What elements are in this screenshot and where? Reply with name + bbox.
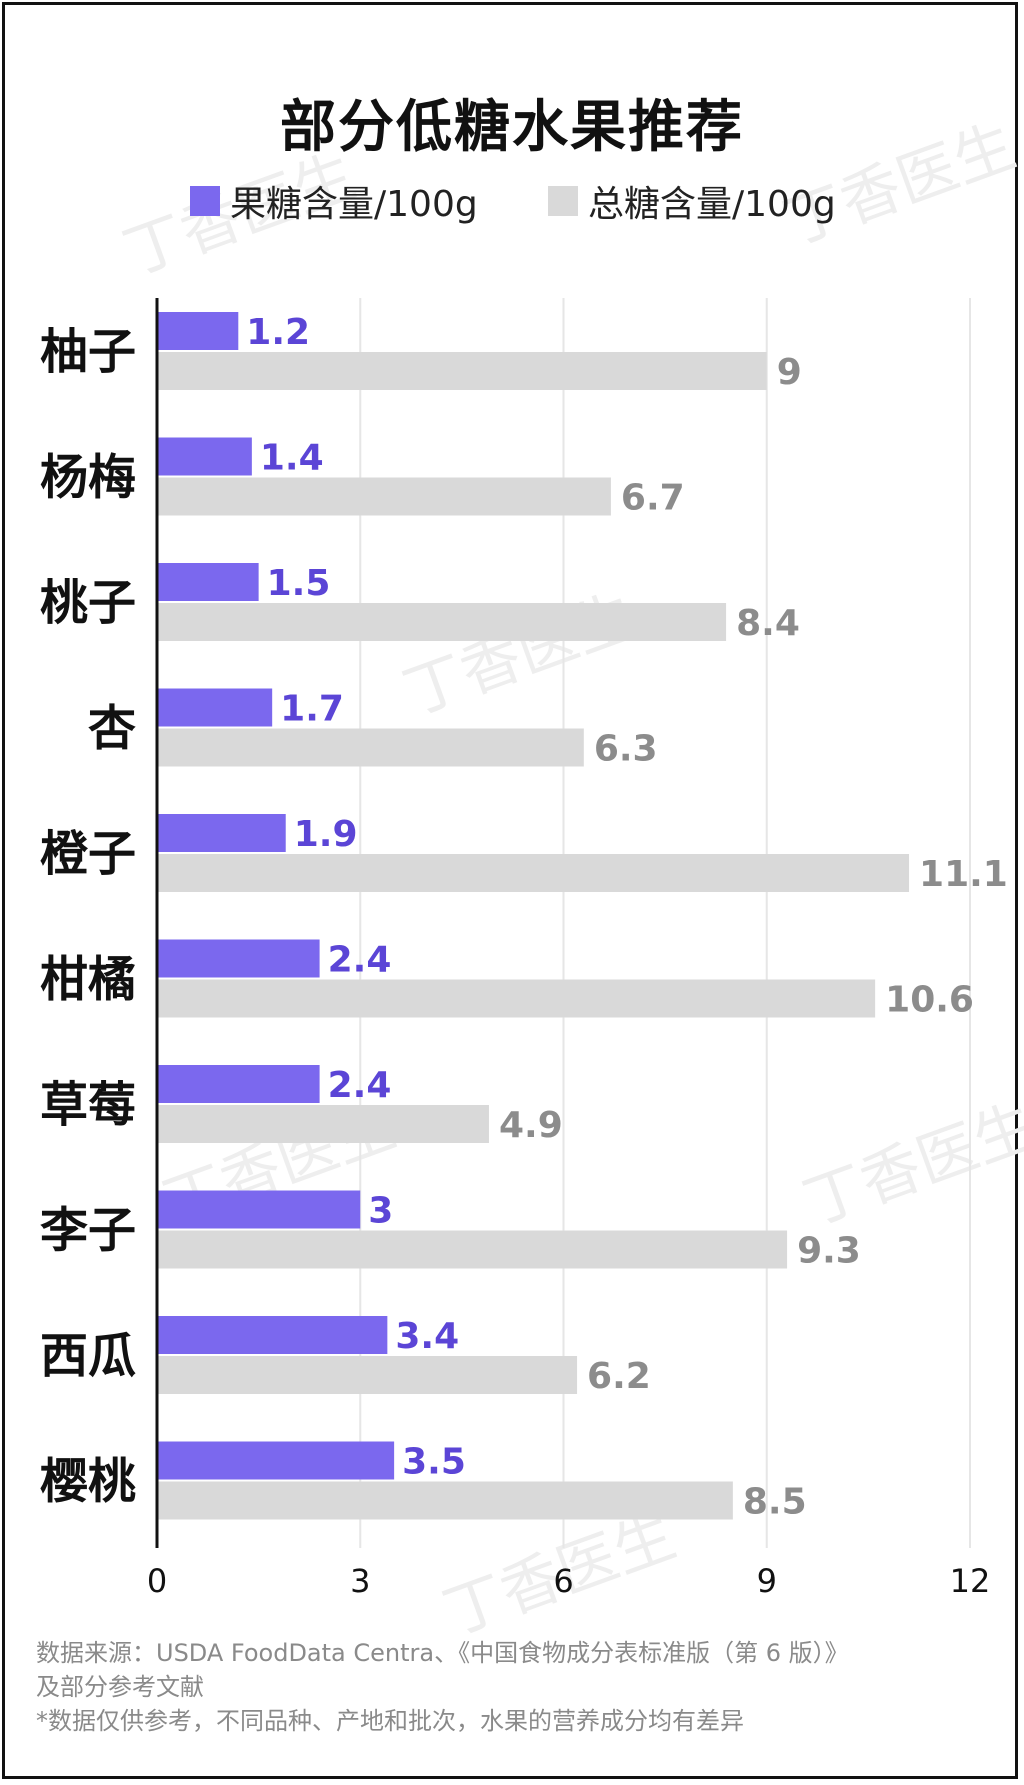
category-label-5: 柑橘 — [40, 952, 136, 1008]
bar-chart: 1.2 9 柚子 1.4 6.7 杨梅 1.5 8.4 桃子 1.7 6.3 杏 1.9 11.1 橙子 2.… — [40, 298, 1008, 1600]
source-line-3: *数据仅供参考，不同品种、产地和批次，水果的营养成分均有差异 — [36, 1707, 744, 1735]
category-label-6: 草莓 — [40, 1077, 136, 1133]
bar-fructose-8 — [157, 1316, 388, 1354]
bar-fructose-1 — [157, 437, 252, 476]
source-line-1: 数据来源：USDA FoodData Centra、《中国食物成分表标准版（第 … — [36, 1639, 849, 1667]
x-tick-label-1: 3 — [350, 1562, 370, 1600]
category-label-7: 李子 — [40, 1203, 136, 1259]
legend-swatch-fructose — [190, 186, 220, 216]
bar-total-7 — [157, 1230, 788, 1269]
chart-title: 部分低糖水果推荐 — [280, 95, 744, 160]
bar-total-8 — [157, 1356, 578, 1394]
bar-fructose-0 — [157, 312, 239, 350]
legend-item-total: 总糖含量/100g — [548, 178, 836, 225]
value-label-fructose-1: 1.4 — [260, 438, 324, 479]
value-label-fructose-0: 1.2 — [246, 312, 310, 353]
value-label-fructose-3: 1.7 — [280, 689, 344, 730]
legend-swatch-total — [548, 186, 578, 216]
category-label-3: 杏 — [88, 701, 136, 757]
x-tick-label-2: 6 — [553, 1562, 573, 1600]
value-label-total-6: 4.9 — [499, 1105, 563, 1146]
x-tick-label-0: 0 — [147, 1562, 167, 1600]
bar-total-1 — [157, 477, 611, 516]
bar-total-4 — [157, 854, 910, 892]
value-label-fructose-5: 2.4 — [328, 940, 392, 981]
x-tick-label-4: 12 — [950, 1562, 991, 1600]
legend: 果糖含量/100g 总糖含量/100g — [0, 178, 1024, 225]
legend-label-total: 总糖含量/100g — [588, 184, 836, 225]
source-line-2: 及部分参考文献 — [36, 1673, 204, 1701]
bar-fructose-9 — [157, 1441, 395, 1480]
value-label-fructose-8: 3.4 — [395, 1316, 459, 1357]
value-label-total-2: 8.4 — [736, 603, 800, 644]
value-label-fructose-7: 3 — [368, 1191, 393, 1232]
bar-fructose-2 — [157, 563, 259, 601]
value-label-total-0: 9 — [777, 352, 802, 393]
category-label-8: 西瓜 — [40, 1328, 136, 1384]
bar-total-0 — [157, 352, 767, 390]
source-note: 数据来源：USDA FoodData Centra、《中国食物成分表标准版（第 … — [36, 1636, 996, 1738]
value-label-total-1: 6.7 — [621, 478, 685, 519]
bar-fructose-4 — [157, 814, 286, 852]
value-label-total-8: 6.2 — [587, 1356, 651, 1397]
category-label-0: 柚子 — [40, 324, 136, 380]
bar-total-9 — [157, 1481, 733, 1520]
value-label-fructose-6: 2.4 — [328, 1065, 392, 1106]
x-tick-label-3: 9 — [757, 1562, 777, 1600]
bar-fructose-3 — [157, 688, 273, 727]
legend-item-fructose: 果糖含量/100g — [190, 178, 478, 225]
value-label-total-3: 6.3 — [594, 729, 658, 770]
value-label-total-4: 11.1 — [919, 854, 1008, 895]
value-label-fructose-4: 1.9 — [294, 814, 358, 855]
value-label-fructose-2: 1.5 — [267, 563, 331, 604]
category-label-1: 杨梅 — [40, 450, 136, 506]
category-label-2: 桃子 — [40, 575, 136, 631]
value-label-total-5: 10.6 — [885, 980, 974, 1021]
bar-fructose-6 — [157, 1065, 320, 1103]
bar-fructose-7 — [157, 1190, 361, 1229]
category-label-4: 橙子 — [40, 826, 136, 882]
bar-total-6 — [157, 1105, 489, 1143]
bar-total-2 — [157, 603, 727, 641]
legend-label-fructose: 果糖含量/100g — [230, 184, 478, 225]
bar-total-3 — [157, 728, 584, 767]
category-label-9: 樱桃 — [40, 1454, 136, 1510]
value-label-total-9: 8.5 — [743, 1482, 807, 1523]
value-label-fructose-9: 3.5 — [402, 1442, 466, 1483]
value-label-total-7: 9.3 — [797, 1231, 861, 1272]
bar-total-5 — [157, 979, 876, 1018]
bar-fructose-5 — [157, 939, 320, 978]
